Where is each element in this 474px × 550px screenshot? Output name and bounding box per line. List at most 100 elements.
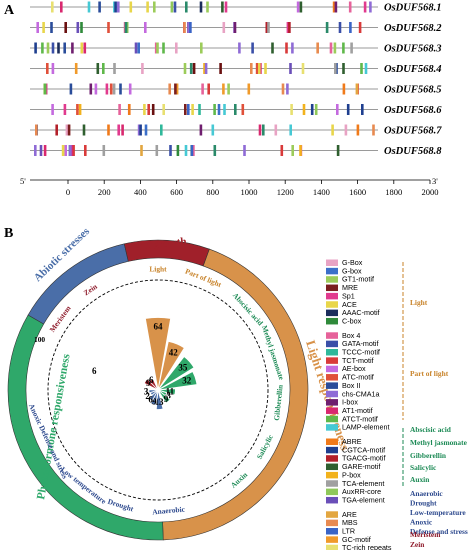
motif-mark <box>43 83 47 95</box>
legend-swatch <box>326 511 338 518</box>
motif-mark <box>143 104 146 115</box>
motif-mark <box>314 104 318 115</box>
legend-label: AAAC-motif <box>342 308 380 317</box>
motif-mark <box>83 42 87 54</box>
motif-mark <box>80 22 83 33</box>
outer-ring-segment <box>27 243 129 325</box>
axis-tick-label: 1800 <box>385 187 402 197</box>
legend-swatch <box>326 382 338 389</box>
legend-label: G-box <box>342 266 362 275</box>
motif-mark <box>39 145 43 156</box>
motif-mark <box>64 22 67 33</box>
inner-category-label: Drought <box>107 497 136 514</box>
motif-mark <box>51 63 55 74</box>
legend-label: Sp1 <box>342 291 355 300</box>
legend-swatch <box>326 480 338 487</box>
motif-mark <box>84 145 87 156</box>
motif-mark <box>102 63 105 74</box>
motif-mark <box>233 22 237 33</box>
motif-mark <box>36 22 39 33</box>
legend-swatch <box>326 536 338 543</box>
motif-mark <box>286 83 289 95</box>
motif-mark <box>199 1 203 13</box>
motif-mark <box>137 124 141 136</box>
motif-mark <box>258 124 262 136</box>
motif-mark <box>162 42 165 54</box>
legend-swatch <box>326 374 338 381</box>
legend-label: I-box <box>342 398 358 407</box>
legend-group-label: Drought <box>410 499 437 508</box>
motif-mark <box>74 63 78 74</box>
axis-tick-label: 800 <box>206 187 219 197</box>
legend-swatch <box>326 415 338 423</box>
legend-swatch <box>326 317 338 325</box>
gene-name: OsDUF568.7 <box>384 126 442 137</box>
motif-mark <box>213 104 216 115</box>
gene-name: OsDUF568.6 <box>384 105 442 116</box>
motif-mark <box>342 83 346 95</box>
motif-mark <box>199 124 203 136</box>
motif-mark <box>285 42 288 54</box>
motif-mark <box>114 1 117 13</box>
legend-swatch <box>326 407 338 414</box>
legend-label: G-Box <box>342 258 363 267</box>
axis-end-label: 3' <box>432 176 438 186</box>
motif-mark <box>139 124 142 136</box>
motif-mark <box>332 1 336 13</box>
legend-label: ABRE <box>342 437 362 446</box>
motif-mark <box>107 22 110 33</box>
gene-name: OsDUF568.3 <box>384 44 441 55</box>
motif-mark <box>219 63 222 74</box>
legend-label: TC-rich repeats <box>342 543 392 550</box>
motif-mark <box>96 63 100 74</box>
motif-mark <box>288 22 291 33</box>
gene-track: OsDUF568.5 <box>30 83 441 96</box>
motif-mark <box>51 1 54 13</box>
legend-swatch <box>326 471 338 479</box>
legend-group-label: Low-temperature <box>410 508 466 517</box>
motif-mark <box>241 104 245 115</box>
motif-mark <box>80 42 84 54</box>
legend-label: TCCC-motif <box>342 348 380 357</box>
motif-mark <box>213 145 217 156</box>
motif-mark <box>203 63 206 74</box>
legend-group-label: Gibberellin <box>410 451 446 460</box>
legend-swatch <box>326 399 338 406</box>
motif-mark <box>189 63 193 74</box>
motif-mark <box>176 145 180 156</box>
motif-mark <box>43 145 47 156</box>
motif-mark <box>207 83 210 95</box>
axis-tick-label: 1600 <box>349 187 366 197</box>
motif-mark <box>65 124 69 136</box>
gene-track: OsDUF568.6 <box>30 104 442 116</box>
motif-mark <box>60 1 63 13</box>
legend-group-label: Zein <box>410 540 424 549</box>
motif-mark <box>175 42 178 54</box>
motif-mark <box>35 124 38 136</box>
motif-mark <box>316 42 319 54</box>
motif-mark <box>64 145 67 156</box>
inner-category-label: Light <box>149 265 167 274</box>
motif-mark <box>51 104 54 115</box>
motif-mark <box>185 1 188 13</box>
legend-label: TCT-motif <box>342 356 374 365</box>
motif-mark <box>336 145 340 156</box>
motif-mark <box>105 83 109 95</box>
motif-mark <box>156 42 159 54</box>
motif-mark <box>271 42 274 54</box>
motif-mark <box>76 22 80 33</box>
motif-mark <box>121 124 124 136</box>
legend-label: ARE <box>342 510 357 519</box>
legend-label: Box II <box>342 381 360 390</box>
motif-mark <box>170 1 174 13</box>
motif-mark <box>289 124 292 136</box>
legend-group-label: Part of light <box>410 369 449 378</box>
motif-mark <box>69 83 73 95</box>
motif-mark <box>364 63 368 74</box>
motif-mark <box>299 1 303 13</box>
bar-value-label: 3 <box>166 391 171 401</box>
motif-mark <box>211 124 215 136</box>
legend-swatch <box>326 332 338 339</box>
legend-label: ATCT-motif <box>342 414 378 423</box>
axis-tick-label: 0 <box>66 187 70 197</box>
